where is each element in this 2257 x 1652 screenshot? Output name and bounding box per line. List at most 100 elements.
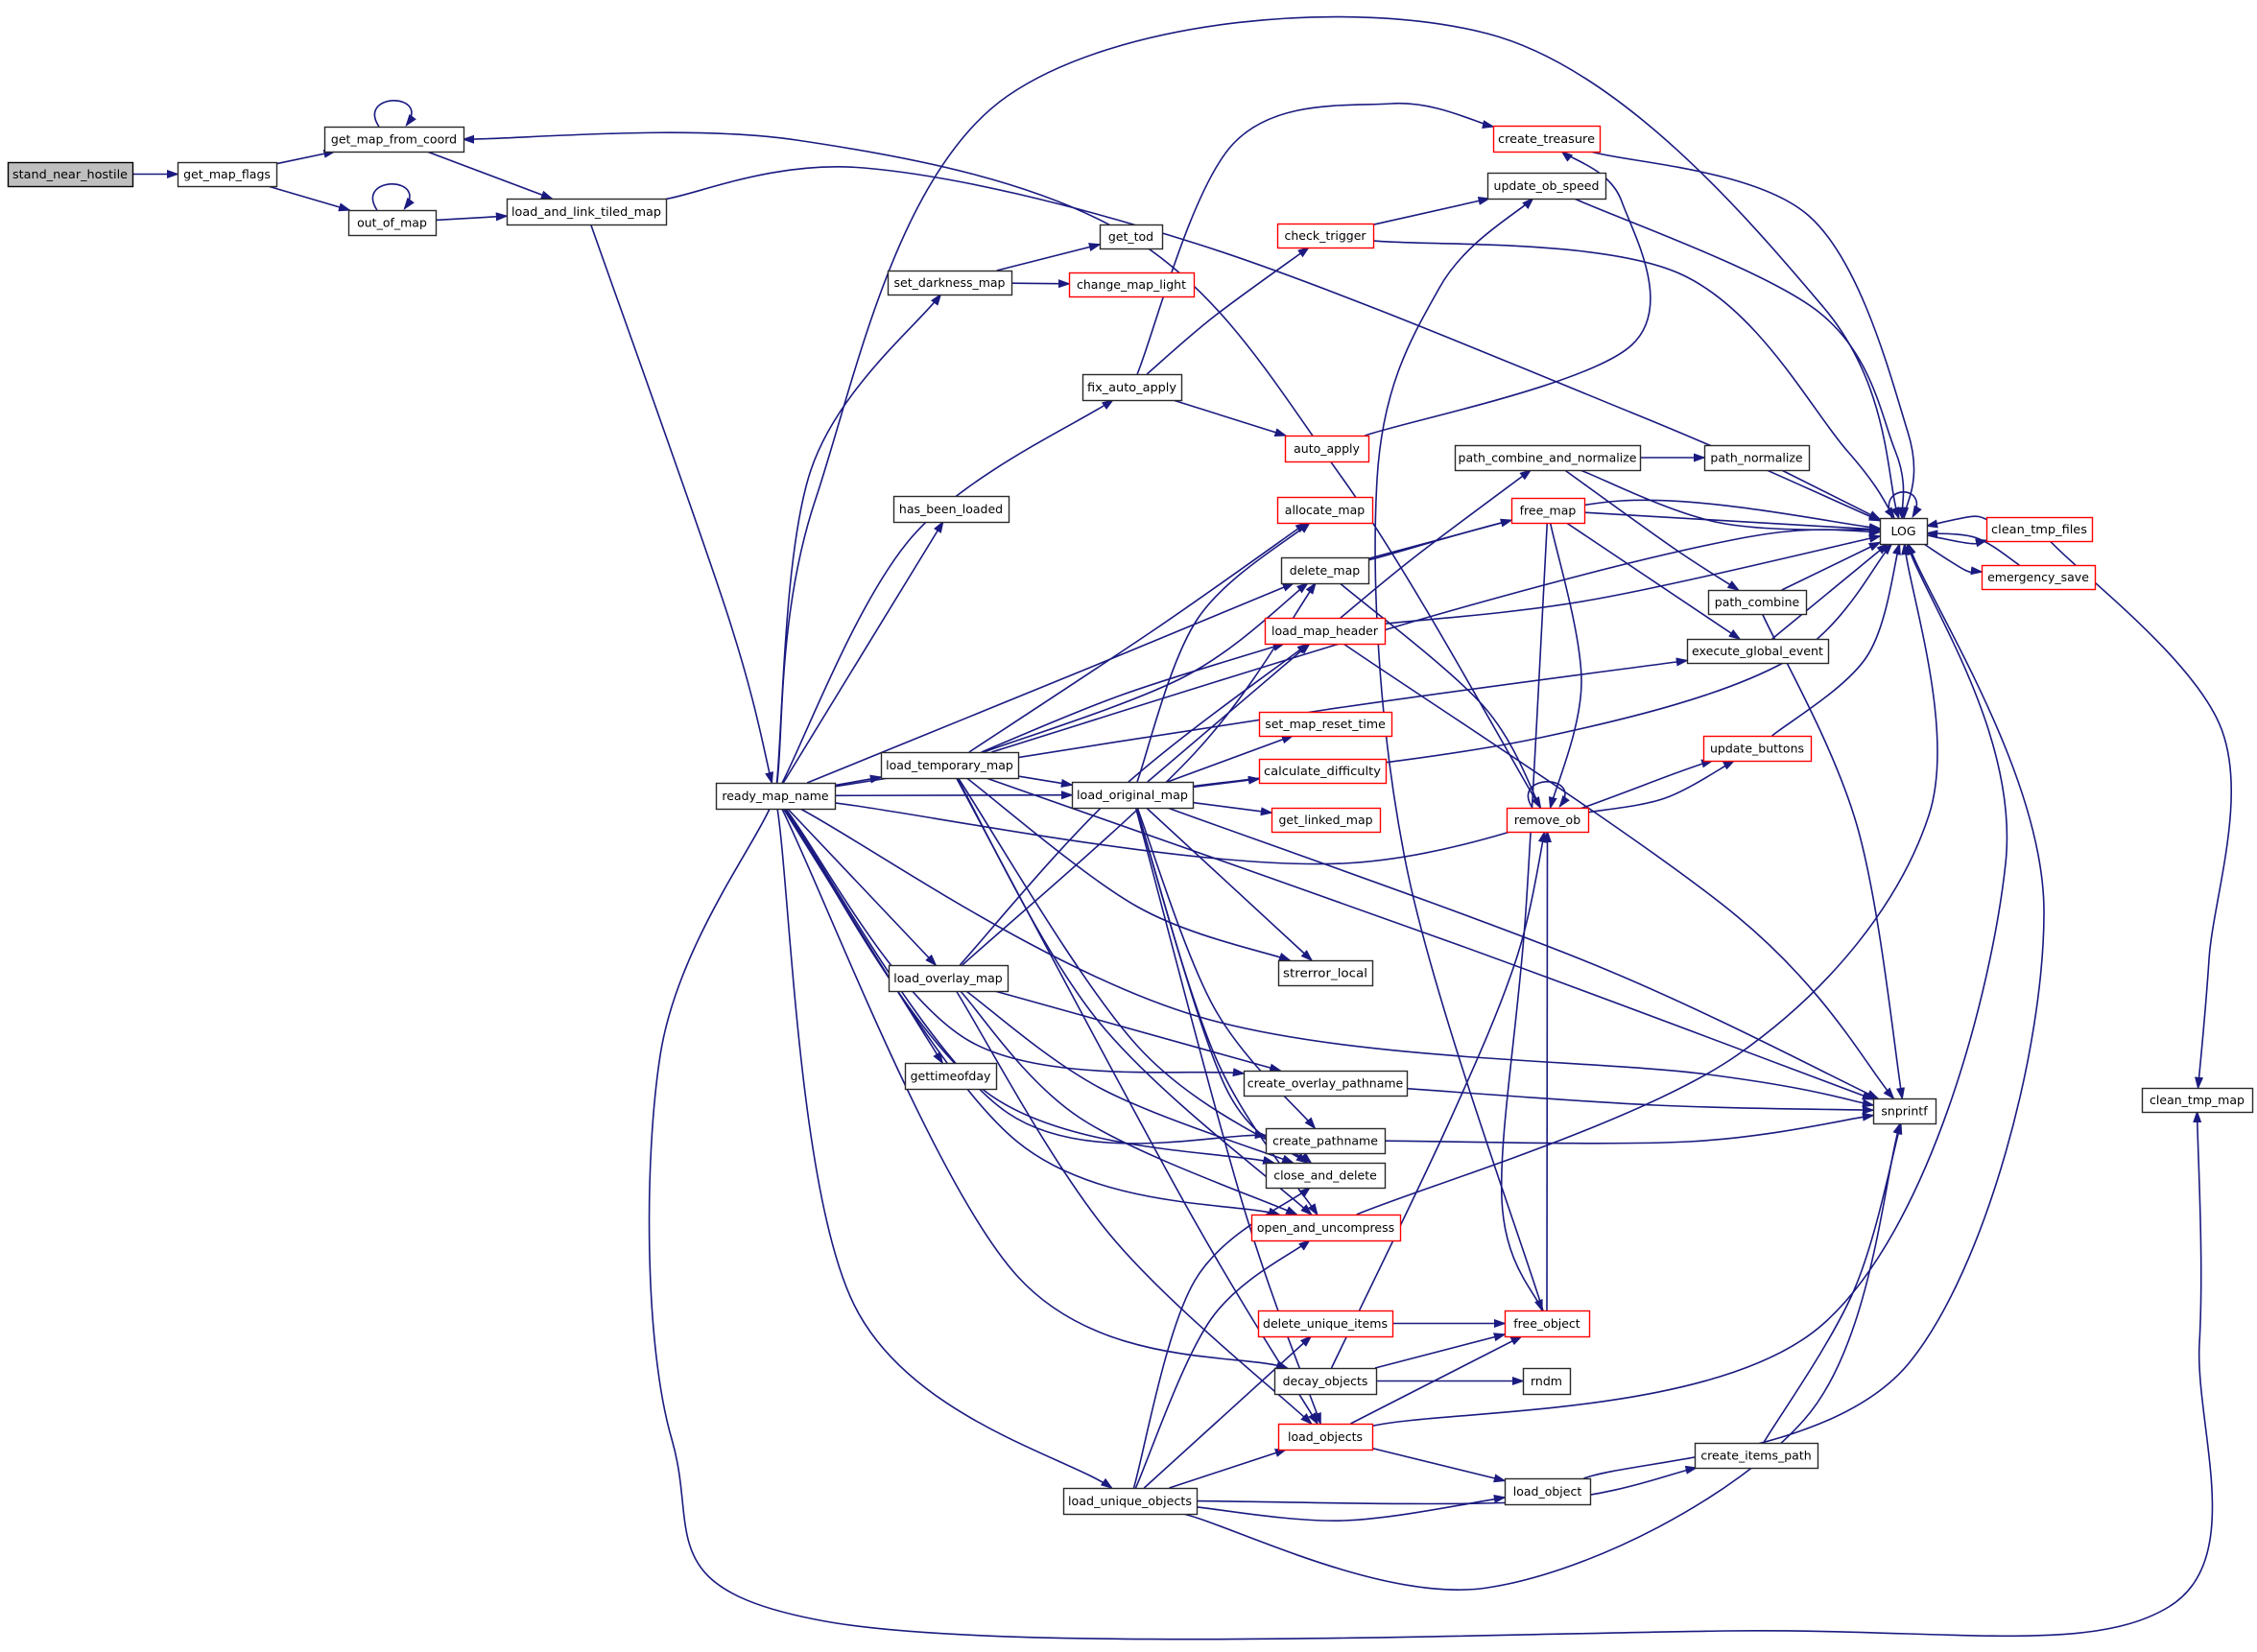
node-box[interactable]: [1454, 444, 1642, 472]
node-calculate_difficulty[interactable]: calculate_difficulty: [1258, 758, 1388, 785]
node-box[interactable]: [1686, 638, 1830, 665]
node-box[interactable]: [1276, 223, 1375, 249]
node-box[interactable]: [1243, 1070, 1409, 1097]
node-remove_ob[interactable]: remove_ob: [1506, 807, 1590, 834]
node-check_trigger[interactable]: check_trigger: [1276, 223, 1375, 249]
node-load_map_header[interactable]: load_map_header: [1264, 617, 1387, 646]
node-clean_tmp_map[interactable]: clean_tmp_map: [2141, 1087, 2254, 1114]
node-box[interactable]: [1277, 959, 1374, 987]
node-gettimeofday[interactable]: gettimeofday: [904, 1062, 998, 1091]
node-auto_apply[interactable]: auto_apply: [1284, 435, 1370, 463]
node-box[interactable]: [1271, 807, 1382, 834]
node-box[interactable]: [1872, 1097, 1937, 1125]
node-box[interactable]: [1284, 435, 1370, 463]
node-emergency_save[interactable]: emergency_save: [1981, 564, 2097, 591]
node-path_combine[interactable]: path_combine: [1707, 589, 1808, 616]
node-box[interactable]: [1707, 589, 1808, 616]
node-box[interactable]: [1486, 172, 1607, 201]
node-delete_map[interactable]: delete_map: [1280, 556, 1370, 585]
node-box[interactable]: [506, 198, 668, 226]
node-box[interactable]: [1276, 496, 1374, 525]
node-box[interactable]: [7, 161, 134, 188]
node-load_objects[interactable]: load_objects: [1277, 1423, 1374, 1451]
node-path_combine_and_normalize[interactable]: path_combine_and_normalize: [1454, 444, 1642, 472]
node-get_map_from_coord[interactable]: get_map_from_coord: [323, 126, 465, 153]
node-path_normalize[interactable]: path_normalize: [1703, 444, 1811, 472]
node-box[interactable]: [1694, 1442, 1819, 1470]
node-box[interactable]: [892, 495, 1010, 524]
node-set_darkness_map[interactable]: set_darkness_map: [887, 270, 1013, 296]
node-box[interactable]: [1250, 1214, 1402, 1242]
node-set_map_reset_time[interactable]: set_map_reset_time: [1258, 711, 1393, 738]
node-box[interactable]: [1258, 711, 1393, 738]
node-load_object[interactable]: load_object: [1504, 1477, 1592, 1506]
node-box[interactable]: [323, 126, 465, 153]
node-get_map_flags[interactable]: get_map_flags: [177, 161, 278, 188]
node-box[interactable]: [1258, 758, 1388, 785]
node-clean_tmp_files[interactable]: clean_tmp_files: [1985, 516, 2094, 543]
node-box[interactable]: [1257, 1310, 1394, 1338]
node-box[interactable]: [1265, 1162, 1387, 1190]
node-strerror_local[interactable]: strerror_local: [1277, 959, 1374, 987]
node-box[interactable]: [1081, 373, 1183, 402]
node-has_been_loaded[interactable]: has_been_loaded: [892, 495, 1010, 524]
node-box[interactable]: [880, 751, 1020, 780]
node-ready_map_name[interactable]: ready_map_name: [715, 782, 837, 811]
node-box[interactable]: [1280, 556, 1370, 585]
node-load_original_map[interactable]: load_original_map: [1071, 781, 1195, 810]
node-box[interactable]: [1265, 1127, 1387, 1155]
node-load_overlay_map[interactable]: load_overlay_map: [888, 964, 1010, 993]
node-box[interactable]: [1702, 735, 1813, 763]
node-close_and_delete[interactable]: close_and_delete: [1265, 1162, 1387, 1190]
node-update_ob_speed[interactable]: update_ob_speed: [1486, 172, 1607, 201]
node-execute_global_event[interactable]: execute_global_event: [1686, 638, 1830, 665]
node-box[interactable]: [715, 782, 837, 811]
node-rndm[interactable]: rndm: [1522, 1367, 1572, 1396]
node-box[interactable]: [347, 209, 438, 237]
node-delete_unique_items[interactable]: delete_unique_items: [1257, 1310, 1394, 1338]
node-free_map[interactable]: free_map: [1510, 497, 1586, 525]
node-box[interactable]: [1264, 617, 1387, 646]
node-out_of_map[interactable]: out_of_map: [347, 209, 438, 237]
node-create_pathname[interactable]: create_pathname: [1265, 1127, 1387, 1155]
node-LOG[interactable]: LOG: [1879, 517, 1929, 546]
node-get_linked_map[interactable]: get_linked_map: [1271, 807, 1382, 834]
node-load_unique_objects[interactable]: load_unique_objects: [1062, 1487, 1199, 1516]
node-box[interactable]: [2141, 1087, 2254, 1114]
node-open_and_uncompress[interactable]: open_and_uncompress: [1250, 1214, 1402, 1242]
node-change_map_light[interactable]: change_map_light: [1068, 271, 1196, 298]
node-box[interactable]: [1492, 125, 1602, 153]
node-box[interactable]: [1504, 1310, 1591, 1338]
node-box[interactable]: [1273, 1367, 1378, 1396]
node-box[interactable]: [1510, 497, 1586, 525]
node-create_items_path[interactable]: create_items_path: [1694, 1442, 1819, 1470]
node-allocate_map[interactable]: allocate_map: [1276, 496, 1374, 525]
node-box[interactable]: [1879, 517, 1929, 546]
node-box[interactable]: [1981, 564, 2097, 591]
node-box[interactable]: [1504, 1477, 1592, 1506]
node-box[interactable]: [1062, 1487, 1199, 1516]
node-box[interactable]: [904, 1062, 998, 1091]
node-decay_objects[interactable]: decay_objects: [1273, 1367, 1378, 1396]
node-box[interactable]: [1506, 807, 1590, 834]
node-box[interactable]: [1068, 271, 1196, 298]
node-load_and_link_tiled_map[interactable]: load_and_link_tiled_map: [506, 198, 668, 226]
node-box[interactable]: [887, 270, 1013, 296]
node-box[interactable]: [1703, 444, 1811, 472]
node-box[interactable]: [177, 161, 278, 188]
node-box[interactable]: [1071, 781, 1195, 810]
node-load_temporary_map[interactable]: load_temporary_map: [880, 751, 1020, 780]
node-box[interactable]: [1099, 224, 1164, 250]
node-get_tod[interactable]: get_tod: [1099, 224, 1164, 250]
node-box[interactable]: [1985, 516, 2094, 543]
node-snprintf[interactable]: snprintf: [1872, 1097, 1937, 1125]
node-free_object[interactable]: free_object: [1504, 1310, 1591, 1338]
node-stand_near_hostile[interactable]: stand_near_hostile: [7, 161, 134, 188]
node-box[interactable]: [888, 964, 1010, 993]
node-create_treasure[interactable]: create_treasure: [1492, 125, 1602, 153]
node-box[interactable]: [1277, 1423, 1374, 1451]
node-create_overlay_pathname[interactable]: create_overlay_pathname: [1243, 1070, 1409, 1097]
node-fix_auto_apply[interactable]: fix_auto_apply: [1081, 373, 1183, 402]
node-update_buttons[interactable]: update_buttons: [1702, 735, 1813, 763]
node-box[interactable]: [1522, 1367, 1572, 1396]
